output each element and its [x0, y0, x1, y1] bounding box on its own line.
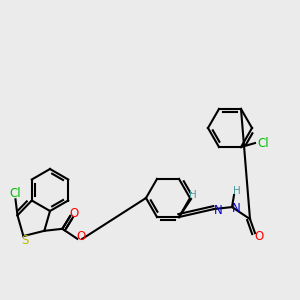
Text: Cl: Cl	[257, 136, 269, 150]
Text: S: S	[22, 234, 29, 247]
Text: H: H	[189, 190, 197, 200]
Text: N: N	[214, 204, 222, 217]
Text: Cl: Cl	[10, 187, 21, 200]
Text: H: H	[233, 186, 241, 196]
Text: O: O	[254, 230, 264, 243]
Text: O: O	[70, 207, 79, 220]
Text: O: O	[77, 230, 86, 243]
Text: N: N	[232, 202, 240, 214]
